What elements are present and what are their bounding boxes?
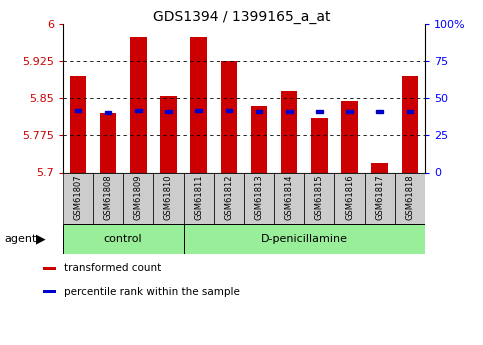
Bar	[334, 172, 365, 224]
Bar	[365, 172, 395, 224]
Bar	[70, 76, 86, 172]
Bar	[74, 109, 81, 112]
Text: GSM61814: GSM61814	[284, 175, 294, 220]
Bar	[221, 61, 237, 172]
Text: GSM61810: GSM61810	[164, 175, 173, 220]
Text: GSM61816: GSM61816	[345, 175, 354, 220]
Bar	[154, 172, 184, 224]
Bar	[395, 172, 425, 224]
Bar	[316, 110, 323, 113]
Bar	[256, 110, 262, 113]
Bar	[123, 172, 154, 224]
Text: D-penicillamine: D-penicillamine	[261, 234, 348, 244]
Text: GSM61811: GSM61811	[194, 175, 203, 220]
Text: GSM61809: GSM61809	[134, 175, 143, 220]
Text: GSM61813: GSM61813	[255, 175, 264, 220]
Bar	[100, 113, 116, 172]
Text: GSM61807: GSM61807	[73, 175, 83, 220]
Bar	[43, 267, 56, 269]
Bar	[195, 109, 202, 112]
Bar	[63, 224, 184, 254]
Text: GDS1394 / 1399165_a_at: GDS1394 / 1399165_a_at	[153, 10, 330, 24]
Text: GSM61817: GSM61817	[375, 175, 384, 220]
Bar	[184, 172, 213, 224]
Bar	[376, 110, 383, 113]
Bar	[311, 118, 327, 172]
Text: ▶: ▶	[36, 233, 46, 245]
Text: agent: agent	[5, 234, 37, 244]
Bar	[304, 172, 334, 224]
Text: GSM61818: GSM61818	[405, 175, 414, 220]
Text: transformed count: transformed count	[64, 263, 161, 273]
Bar	[251, 106, 267, 172]
Text: GSM61812: GSM61812	[224, 175, 233, 220]
Bar	[130, 37, 146, 172]
Bar	[341, 101, 358, 172]
Bar	[105, 111, 112, 114]
Bar	[402, 76, 418, 172]
Bar	[135, 109, 142, 112]
Bar	[63, 172, 93, 224]
Text: control: control	[104, 234, 142, 244]
Bar	[160, 96, 177, 172]
Bar	[226, 109, 232, 112]
Bar	[93, 172, 123, 224]
Bar	[165, 110, 172, 113]
Bar	[286, 110, 293, 113]
Bar	[281, 91, 298, 172]
Text: GSM61815: GSM61815	[315, 175, 324, 220]
Bar	[43, 290, 56, 293]
Bar	[184, 224, 425, 254]
Text: GSM61808: GSM61808	[103, 175, 113, 220]
Bar	[213, 172, 244, 224]
Bar	[274, 172, 304, 224]
Bar	[244, 172, 274, 224]
Bar	[346, 110, 353, 113]
Text: percentile rank within the sample: percentile rank within the sample	[64, 287, 240, 297]
Bar	[407, 110, 413, 113]
Bar	[371, 162, 388, 172]
Bar	[190, 37, 207, 172]
